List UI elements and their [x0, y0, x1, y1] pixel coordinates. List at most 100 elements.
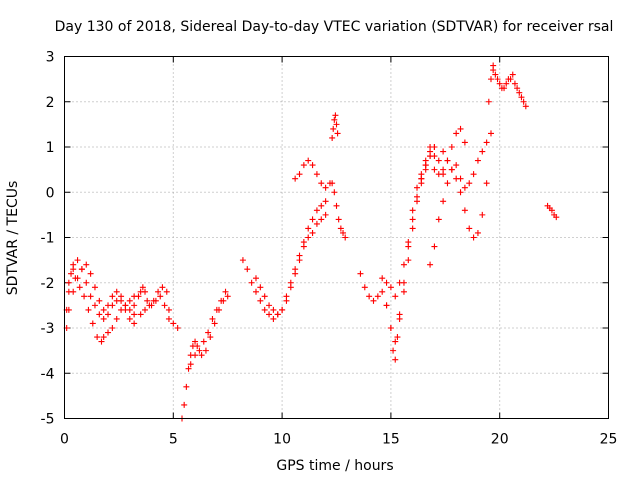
data-point: [300, 162, 307, 169]
data-point: [379, 288, 386, 295]
data-point: [357, 270, 364, 277]
data-point: [252, 275, 259, 282]
data-point: [457, 125, 464, 132]
data-point: [83, 279, 90, 286]
data-point: [211, 320, 218, 327]
data-point: [81, 293, 88, 300]
data-point: [370, 297, 377, 304]
data-point: [400, 288, 407, 295]
series-trace-c: [65, 257, 138, 327]
data-point: [374, 293, 381, 300]
data-point: [522, 103, 529, 110]
data-point: [96, 297, 103, 304]
series-trace-i: [252, 211, 329, 318]
data-point: [89, 320, 96, 327]
data-point: [509, 71, 516, 78]
data-point: [418, 171, 425, 178]
data-point: [305, 234, 312, 241]
data-point: [400, 279, 407, 286]
data-point: [100, 334, 107, 341]
series-trace-g: [187, 288, 229, 368]
series-trace-n: [379, 125, 468, 300]
y-axis-label: SDTVAR / TECUs: [5, 181, 21, 296]
series-trace-p: [427, 130, 494, 268]
data-point: [94, 334, 101, 341]
data-point: [300, 243, 307, 250]
data-point: [248, 279, 255, 286]
data-point: [409, 207, 416, 214]
grid-lines: [64, 56, 609, 419]
data-point: [518, 94, 525, 101]
x-tick-label: 5: [169, 432, 178, 448]
series-trace-l: [329, 180, 349, 241]
data-point: [296, 257, 303, 264]
x-axis-ticks: 0 5 10 15 20 25: [60, 56, 617, 448]
data-point: [496, 80, 503, 87]
data-point: [332, 112, 339, 119]
data-point: [337, 225, 344, 232]
x-tick-label: 0: [60, 432, 69, 448]
series-trace-j: [292, 157, 333, 191]
data-point: [461, 207, 468, 214]
data-point: [479, 211, 486, 218]
data-point: [74, 275, 81, 282]
data-point: [68, 270, 75, 277]
data-point: [461, 139, 468, 146]
series-trace-q: [440, 148, 490, 241]
data-point: [74, 257, 81, 264]
data-point: [209, 315, 216, 322]
data-point: [70, 288, 77, 295]
data-point: [213, 306, 220, 313]
data-point: [461, 184, 468, 191]
data-point: [109, 293, 116, 300]
data-point: [318, 216, 325, 223]
data-point: [516, 89, 523, 96]
data-point: [187, 361, 194, 368]
data-point: [379, 275, 386, 282]
data-point: [435, 157, 442, 164]
data-point: [222, 288, 229, 295]
data-point: [142, 306, 149, 313]
data-point: [266, 311, 273, 318]
data-point: [479, 148, 486, 155]
data-point: [440, 148, 447, 155]
data-point: [261, 293, 268, 300]
data-point: [105, 311, 112, 318]
data-point: [202, 347, 209, 354]
series-trace-b: [63, 261, 138, 331]
data-point: [181, 401, 188, 408]
data-point: [340, 229, 347, 236]
data-point: [118, 297, 125, 304]
data-point: [122, 306, 129, 313]
data-point: [487, 130, 494, 137]
data-point: [139, 284, 146, 291]
data-point: [487, 76, 494, 83]
data-point: [131, 320, 138, 327]
y-tick-label: 1: [46, 140, 55, 156]
data-point: [313, 171, 320, 178]
data-point: [239, 257, 246, 264]
data-point: [279, 306, 286, 313]
data-point: [98, 338, 105, 345]
data-point: [490, 67, 497, 74]
data-point: [553, 214, 560, 221]
data-point: [205, 329, 212, 336]
data-point: [333, 121, 340, 128]
data-point: [270, 315, 277, 322]
data-point: [470, 234, 477, 241]
data-point: [287, 284, 294, 291]
data-point: [453, 162, 460, 169]
data-point: [514, 85, 521, 92]
data-point: [155, 288, 162, 295]
data-point: [383, 279, 390, 286]
data-point: [198, 352, 205, 359]
data-point: [305, 225, 312, 232]
data-point: [494, 76, 501, 83]
x-tick-label: 20: [491, 432, 509, 448]
data-point: [113, 288, 120, 295]
data-point: [270, 306, 277, 313]
data-point: [322, 198, 329, 205]
data-point: [126, 297, 133, 304]
data-point: [76, 284, 83, 291]
data-point: [392, 356, 399, 363]
